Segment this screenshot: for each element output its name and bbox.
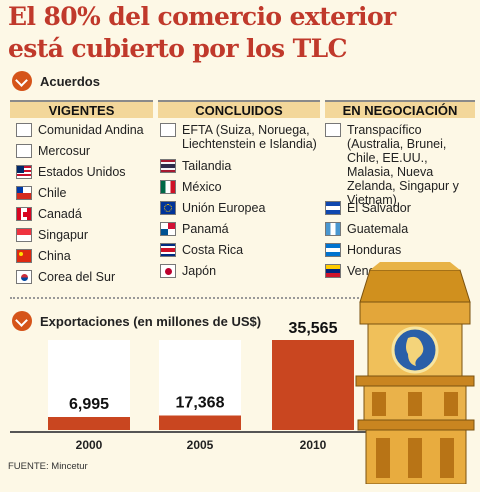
column-en-negociacion: Transpacífico (Australia, Brunei, Chile,… [325,123,475,285]
chart-axis [10,431,370,433]
category-label: 2005 [187,438,214,452]
bar-2005 [159,415,241,430]
checkbox-icon [16,144,32,158]
agreement-label: China [38,249,71,263]
agreement-label: Japón [182,264,217,278]
agreement-label: Transpacífico (Australia, Brunei, Chile,… [347,123,459,207]
agreement-item: Mercosur [16,144,156,165]
acuerdos-label: Acuerdos [40,73,100,89]
agreement-label: Singapur [38,228,89,242]
title-line-1: El 80% del comercio exterior [8,2,396,31]
agreement-label: México [182,180,222,194]
agreement-label: EFTA (Suiza, Noruega, Liechtenstein e Is… [182,123,317,151]
agreement-label: Canadá [38,207,82,221]
venezuela-flag-icon [325,264,341,278]
bar-track [48,340,130,430]
bar-2000 [48,417,130,430]
agreement-label: Comunidad Andina [38,123,144,137]
canada-flag-icon [16,207,32,221]
agreement-label: Guatemala [347,222,409,236]
exportaciones-label: Exportaciones (en millones de US$) [40,313,262,329]
building-clock-tower-illustration [355,262,475,484]
agreement-item: China [16,249,156,270]
agreement-label: Unión Europea [182,201,266,215]
column-header-en-negociacion: EN NEGOCIACIÓN [325,100,475,118]
category-label: 2000 [76,438,103,452]
checkbox-icon [16,123,32,137]
checkbox-icon [160,123,176,137]
agreement-item: Singapur [16,228,156,249]
agreement-item: Chile [16,186,156,207]
column-header-vigentes: VIGENTES [10,100,153,118]
agreement-item: México [160,180,325,201]
category-label: 2010 [300,438,327,452]
exportaciones-heading: Exportaciones (en millones de US$) [12,311,261,331]
agreement-label: Honduras [347,243,402,257]
title-line-2: está cubierto por los TLC [8,34,347,63]
bar-2010 [272,340,354,430]
honduras-flag-icon [325,243,341,257]
agreement-label: El Salvador [347,201,411,215]
singapore-flag-icon [16,228,32,242]
agreement-label: Corea del Sur [38,270,116,284]
eu-flag-icon [160,201,176,215]
agreement-label: Tailandia [182,159,232,173]
chile-flag-icon [16,186,32,200]
source-note: FUENTE: Mincetur [8,461,88,472]
agreement-item: Guatemala [325,222,475,243]
el-salvador-flag-icon [325,201,341,215]
agreement-item: Estados Unidos [16,165,156,186]
agreement-label: Costa Rica [182,243,244,257]
column-vigentes: Comunidad Andina Mercosur Estados Unidos Ch… [16,123,156,291]
exports-bar-chart: 6,995 2000 17,368 2005 35,565 2010 [48,320,354,452]
mexico-flag-icon [160,180,176,194]
bar-value-label: 35,565 [289,320,338,337]
thailand-flag-icon [160,159,176,173]
agreement-label: Panamá [182,222,229,236]
japan-flag-icon [160,264,176,278]
down-arrow-icon [12,71,32,91]
usa-flag-icon [16,165,32,179]
agreement-item: Costa Rica [160,243,325,264]
agreement-item: Japón [160,264,325,285]
column-concluidos: EFTA (Suiza, Noruega, Liechtenstein e Is… [160,123,325,285]
agreement-item: Corea del Sur [16,270,156,291]
agreement-item: Honduras [325,243,475,264]
checkbox-icon [325,123,341,137]
agreement-label: Mercosur [38,144,91,158]
agreement-item: Transpacífico (Australia, Brunei, Chile,… [325,123,475,207]
bar-track [159,340,241,430]
agreement-item: EFTA (Suiza, Noruega, Liechtenstein e Is… [160,123,325,159]
column-header-concluidos: CONCLUIDOS [158,100,320,118]
china-flag-icon [16,249,32,263]
divider [10,297,370,299]
guatemala-flag-icon [325,222,341,236]
korea-flag-icon [16,270,32,284]
bar-value-label: 6,995 [69,396,109,413]
panama-flag-icon [160,222,176,236]
agreement-item: Comunidad Andina [16,123,156,144]
agreement-label: Chile [38,186,67,200]
agreement-item: El Salvador [325,201,475,222]
down-arrow-icon [12,311,32,331]
bar-value-label: 17,368 [176,394,225,411]
agreement-item: Panamá [160,222,325,243]
costa-rica-flag-icon [160,243,176,257]
acuerdos-heading: Acuerdos [12,71,100,91]
agreement-item: Tailandia [160,159,325,180]
agreement-item: Canadá [16,207,156,228]
agreement-label: Estados Unidos [38,165,126,179]
agreement-item: Unión Europea [160,201,325,222]
